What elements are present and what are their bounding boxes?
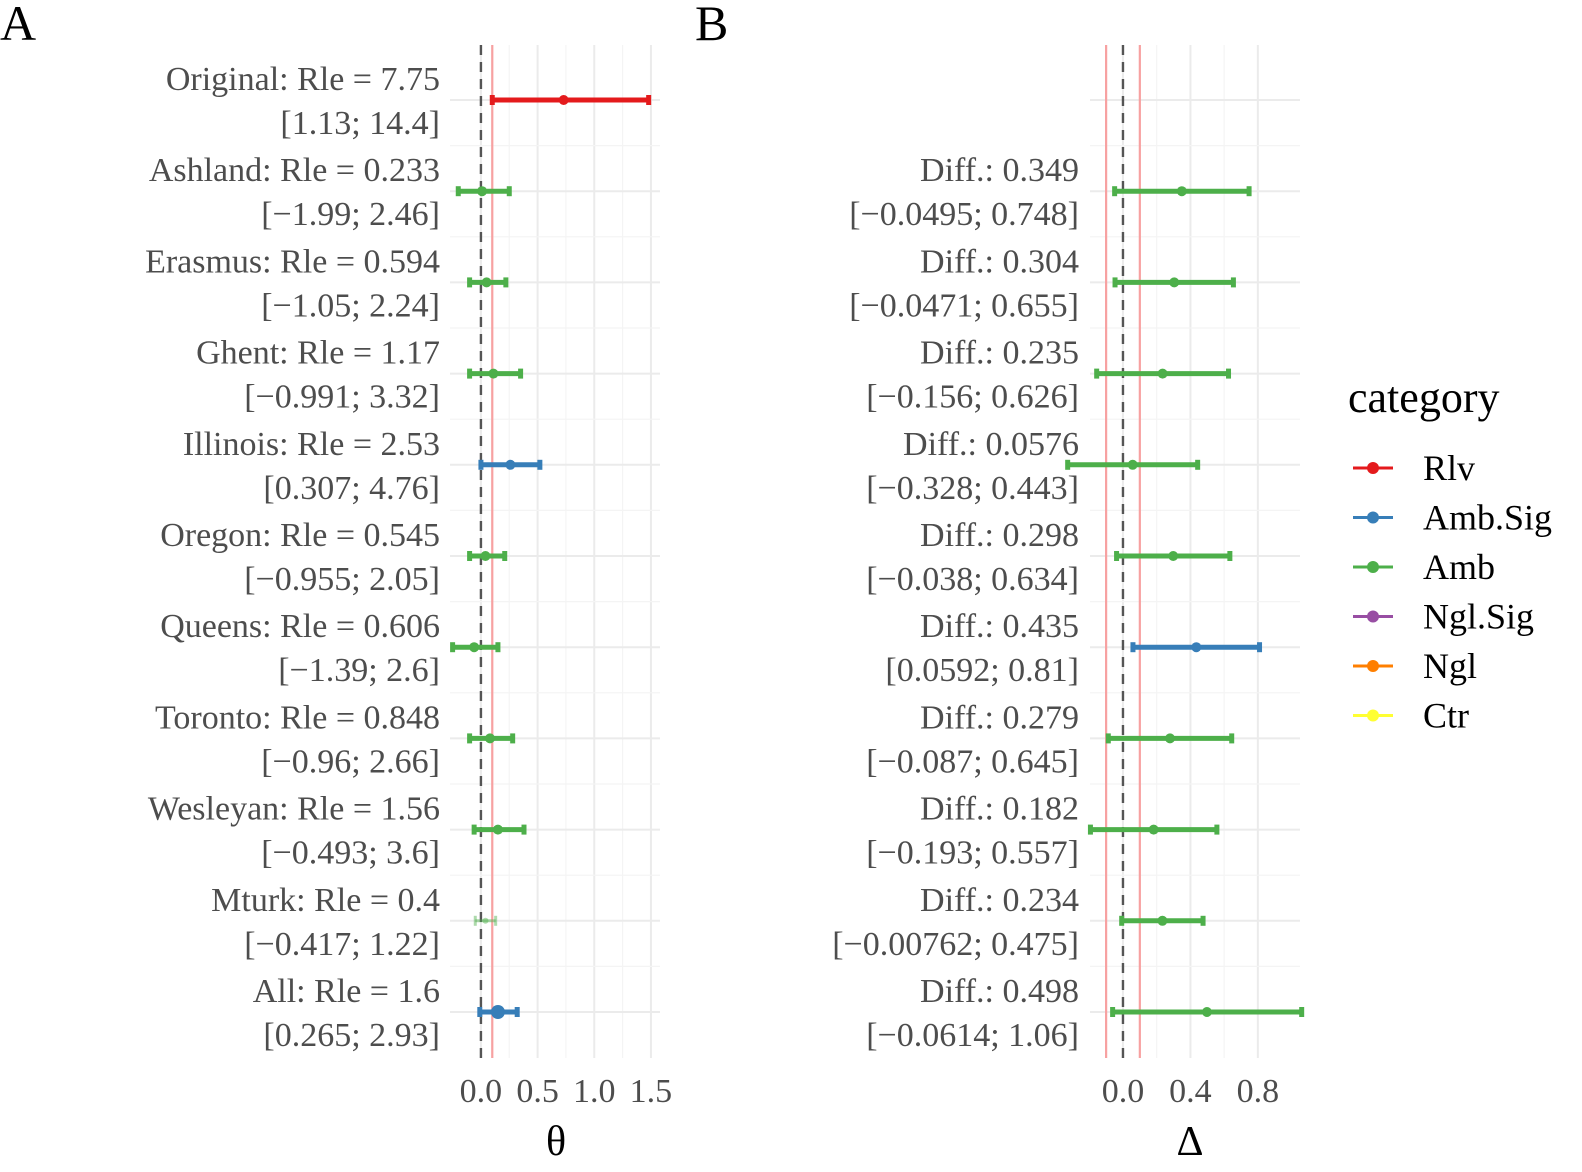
row-label: Diff.: 0.234 bbox=[920, 882, 1079, 919]
row-interval-label: [0.0592; 0.81] bbox=[885, 652, 1079, 689]
legend-key-point bbox=[1367, 610, 1379, 623]
row-interval-label: [−0.0471; 0.655] bbox=[849, 287, 1079, 324]
legend-item-label: Rlv bbox=[1423, 448, 1475, 488]
row-interval-label: [−0.955; 2.05] bbox=[244, 561, 440, 598]
row-interval-label: [−0.0614; 1.06] bbox=[866, 1017, 1079, 1054]
legend-item-label: Ctr bbox=[1423, 696, 1469, 736]
point-estimate bbox=[488, 368, 499, 379]
row-interval-label: [1.13; 14.4] bbox=[280, 105, 440, 142]
row-label: Ghent: Rle = 1.17 bbox=[196, 335, 440, 372]
point-estimate bbox=[482, 917, 489, 924]
legend-key-point bbox=[1367, 561, 1379, 573]
row-interval-label: [−0.087; 0.645] bbox=[866, 743, 1079, 780]
row-label: Toronto: Rle = 0.848 bbox=[155, 699, 440, 736]
point-estimate bbox=[558, 95, 569, 105]
x-tick-label: 0.0 bbox=[1102, 1073, 1145, 1110]
point-estimate bbox=[1157, 368, 1168, 379]
point-estimate bbox=[1157, 915, 1168, 926]
row-interval-label: [−0.193; 0.557] bbox=[866, 835, 1079, 872]
row-label: Wesleyan: Rle = 1.56 bbox=[148, 791, 440, 828]
row-label: Mturk: Rle = 0.4 bbox=[211, 882, 440, 919]
point-estimate bbox=[1201, 1007, 1212, 1017]
point-estimate bbox=[469, 642, 480, 653]
row-label: All: Rle = 1.6 bbox=[253, 973, 440, 1010]
row-interval-label: [−1.05; 2.24] bbox=[261, 287, 440, 324]
point-estimate bbox=[492, 824, 503, 835]
x-tick-label: 0.8 bbox=[1237, 1073, 1280, 1110]
row-label: Diff.: 0.304 bbox=[920, 243, 1079, 280]
legend-item-label: Amb bbox=[1423, 547, 1495, 587]
x-tick-label: 1.5 bbox=[630, 1073, 673, 1110]
point-estimate bbox=[490, 1005, 505, 1019]
row-label: Erasmus: Rle = 0.594 bbox=[145, 243, 440, 280]
row-interval-label: [−1.39; 2.6] bbox=[278, 652, 440, 689]
legend-item-label: Ngl bbox=[1423, 646, 1477, 686]
point-estimate bbox=[1169, 277, 1180, 288]
row-interval-label: [−0.038; 0.634] bbox=[866, 561, 1079, 598]
row-interval-label: [−0.328; 0.443] bbox=[866, 470, 1079, 507]
x-tick-label: 0.0 bbox=[460, 1073, 503, 1110]
row-label: Diff.: 0.279 bbox=[920, 699, 1079, 736]
point-estimate bbox=[1148, 824, 1159, 835]
row-interval-label: [−0.00762; 0.475] bbox=[832, 926, 1079, 963]
row-interval-label: [0.307; 4.76] bbox=[263, 470, 440, 507]
panel-b: B Diff.: 0.349 [−0.0495; 0.748] Diff.: 0.30… bbox=[695, 0, 1305, 1165]
legend-key-point bbox=[1367, 709, 1379, 722]
row-label: Illinois: Rle = 2.53 bbox=[183, 426, 440, 463]
row-label: Diff.: 0.498 bbox=[920, 973, 1079, 1010]
row-interval-label: [−0.0495; 0.748] bbox=[849, 196, 1079, 233]
x-axis-title: θ bbox=[546, 1119, 566, 1165]
panel-letter: B bbox=[695, 0, 728, 51]
legend-key-point bbox=[1367, 462, 1379, 474]
row-label: Diff.: 0.235 bbox=[920, 335, 1079, 372]
point-estimate bbox=[480, 551, 491, 561]
row-label: Diff.: 0.349 bbox=[920, 152, 1079, 189]
legend-key-point bbox=[1367, 511, 1379, 524]
row-label: Oregon: Rle = 0.545 bbox=[160, 517, 440, 554]
legend: category Rlv Amb.Sig Amb Ngl.Sig Ngl Ctr bbox=[1348, 373, 1552, 736]
row-interval-label: [−0.493; 3.6] bbox=[261, 835, 440, 872]
x-tick-label: 0.5 bbox=[516, 1073, 559, 1110]
row-label: Diff.: 0.182 bbox=[920, 791, 1079, 828]
point-estimate bbox=[505, 459, 516, 470]
legend-key-point bbox=[1367, 660, 1379, 672]
point-estimate bbox=[1165, 733, 1176, 744]
x-axis-title: Δ bbox=[1176, 1119, 1203, 1165]
row-interval-label: [−1.99; 2.46] bbox=[261, 196, 440, 233]
row-interval-label: [−0.96; 2.66] bbox=[261, 743, 440, 780]
point-estimate bbox=[1191, 642, 1202, 653]
point-estimate bbox=[1168, 551, 1179, 561]
legend-item-label: Amb.Sig bbox=[1423, 498, 1552, 538]
panel-letter: A bbox=[0, 0, 36, 51]
x-tick-label: 1.0 bbox=[573, 1073, 616, 1110]
row-interval-label: [0.265; 2.93] bbox=[263, 1017, 440, 1054]
row-label: Diff.: 0.0576 bbox=[903, 426, 1079, 463]
panel-a: A Original: Rle = 7.75 [1.13; 14.4] Ashland… bbox=[0, 0, 672, 1165]
row-label: Ashland: Rle = 0.233 bbox=[149, 152, 440, 189]
legend-title: category bbox=[1348, 373, 1499, 422]
point-estimate bbox=[481, 277, 492, 288]
row-interval-label: [−0.156; 0.626] bbox=[866, 379, 1079, 416]
x-tick-label: 0.4 bbox=[1169, 1073, 1212, 1110]
point-estimate bbox=[1127, 459, 1138, 470]
point-estimate bbox=[477, 186, 488, 197]
row-label: Diff.: 0.435 bbox=[920, 608, 1079, 645]
row-interval-label: [−0.417; 1.22] bbox=[244, 926, 440, 963]
row-label: Diff.: 0.298 bbox=[920, 517, 1079, 554]
row-interval-label: [−0.991; 3.32] bbox=[244, 379, 440, 416]
row-label: Queens: Rle = 0.606 bbox=[160, 608, 440, 645]
legend-item-label: Ngl.Sig bbox=[1423, 597, 1534, 637]
row-label: Original: Rle = 7.75 bbox=[166, 61, 440, 98]
point-estimate bbox=[1176, 186, 1187, 197]
point-estimate bbox=[485, 733, 495, 744]
